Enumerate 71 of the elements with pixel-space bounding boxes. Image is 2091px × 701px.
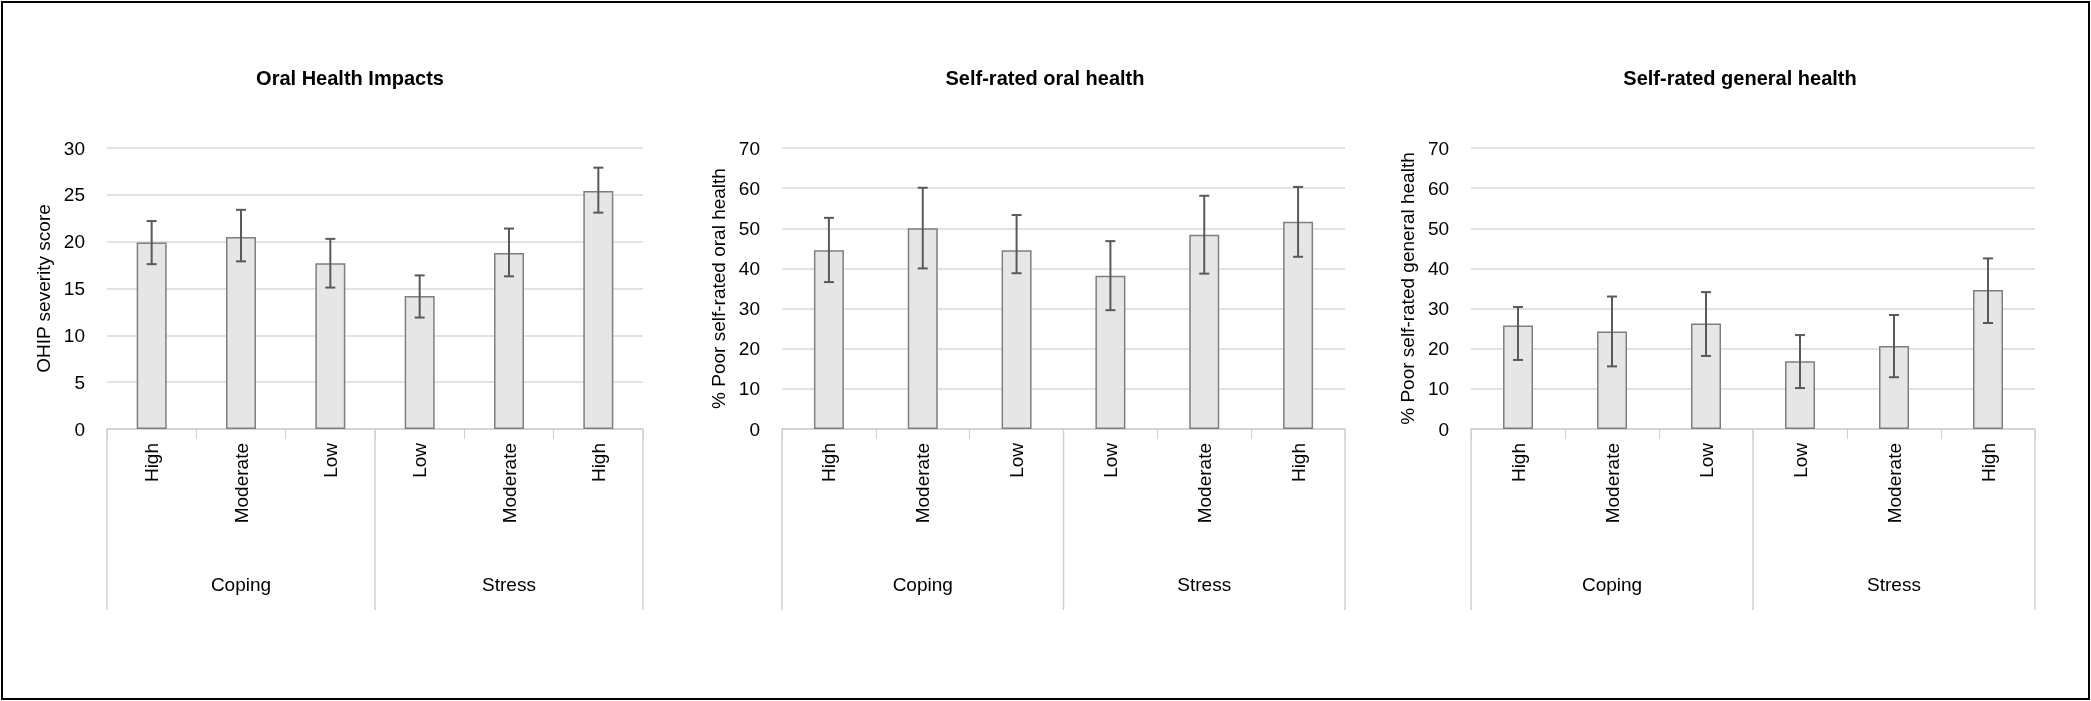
chart-title: Self-rated oral health: [945, 67, 1145, 89]
y-tick-label: 60: [1427, 177, 1450, 199]
y-axis-title: % Poor self-rated oral health: [707, 168, 729, 409]
y-axis-title: OHIP severity score: [32, 204, 54, 373]
y-tick-label: 40: [1427, 257, 1450, 279]
y-tick-label: 20: [63, 231, 85, 253]
x-tick-label: Low: [1099, 442, 1121, 478]
y-tick-label: 60: [738, 177, 760, 199]
y-tick-label: 30: [63, 137, 85, 159]
bar: [1001, 250, 1032, 429]
x-tick-label: Low: [319, 442, 341, 478]
x-tick-label: High: [141, 443, 163, 483]
x-tick-label: Low: [409, 442, 431, 478]
x-tick-label: Low: [1789, 442, 1811, 478]
x-tick-label: High: [1507, 443, 1529, 483]
y-axis-title: % Poor self-rated general health: [1397, 152, 1418, 425]
y-tick-label: 10: [738, 378, 760, 400]
bar: [907, 228, 938, 429]
bar: [583, 191, 614, 429]
text: Stress: [482, 573, 536, 595]
bar: [1503, 325, 1534, 429]
bar: [1785, 361, 1816, 429]
y-tick-label: 0: [749, 418, 760, 440]
bar: [1879, 345, 1910, 429]
x-tick-label: Low: [1006, 442, 1028, 478]
y-tick-label: 25: [63, 184, 85, 206]
text: Stress: [1177, 573, 1232, 595]
x-tick-label: Moderate: [1601, 443, 1623, 524]
text: Coping: [1581, 573, 1643, 595]
bar: [1189, 234, 1220, 429]
x-tick-label: High: [818, 443, 840, 483]
y-tick-label: 10: [1427, 378, 1450, 400]
bar: [1973, 290, 2003, 429]
y-tick-label: 70: [1427, 137, 1450, 159]
y-tick-label: 70: [738, 137, 760, 159]
y-tick-label: 50: [1427, 217, 1450, 239]
bar: [1691, 323, 1722, 429]
bar: [1283, 221, 1314, 429]
bar: [226, 236, 256, 429]
x-tick-label: Moderate: [230, 443, 252, 524]
bar: [404, 295, 435, 429]
y-tick-label: 5: [74, 371, 85, 393]
x-tick-label: Moderate: [1883, 443, 1905, 524]
text: Coping: [892, 573, 953, 595]
y-tick-label: 20: [738, 338, 760, 360]
chart-title: Oral Health Impacts: [256, 67, 444, 89]
x-tick-label: High: [587, 443, 609, 483]
text: Coping: [210, 573, 272, 595]
x-tick-label: Moderate: [1193, 443, 1215, 524]
bar: [315, 263, 346, 429]
bar: [136, 242, 167, 429]
bar: [1597, 331, 1628, 429]
y-tick-label: 0: [74, 418, 85, 440]
x-tick-label: High: [1977, 443, 1999, 483]
text: Stress: [1867, 573, 1921, 595]
bar: [494, 252, 524, 429]
bar: [1095, 275, 1126, 429]
y-tick-label: 20: [1427, 338, 1450, 360]
y-tick-label: 0: [1438, 418, 1450, 440]
y-tick-label: 50: [738, 217, 760, 239]
x-tick-label: Moderate: [498, 443, 520, 524]
x-tick-label: Low: [1695, 442, 1717, 478]
y-tick-label: 10: [63, 324, 85, 346]
x-tick-label: High: [1287, 443, 1309, 483]
chart-title: Self-rated general health: [1623, 67, 1857, 89]
y-tick-label: 30: [738, 298, 760, 320]
y-tick-label: 15: [63, 278, 85, 299]
x-tick-label: Moderate: [912, 443, 934, 524]
y-tick-label: 30: [1427, 298, 1450, 320]
y-tick-label: 40: [738, 257, 760, 279]
bar: [813, 250, 844, 429]
